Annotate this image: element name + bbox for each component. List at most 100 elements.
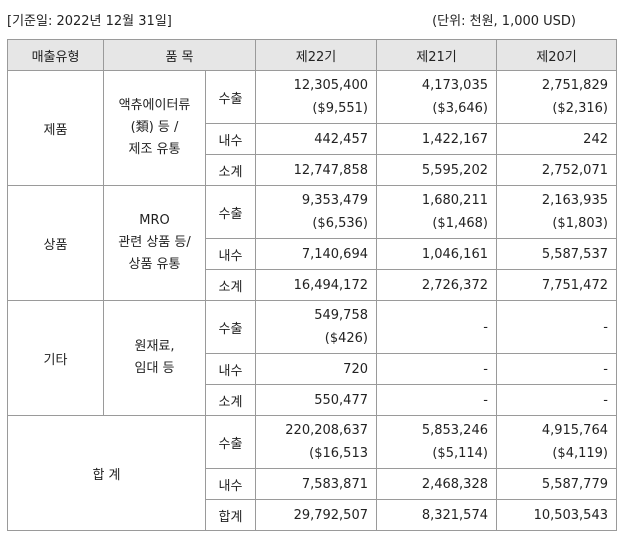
value-y20: 2,752,071 xyxy=(496,154,617,186)
value-y20: 5,587,537 xyxy=(496,238,617,270)
cell-line: 5,853,246 xyxy=(421,423,488,438)
cell-line: 7,140,694 xyxy=(301,246,368,262)
cell-line: 7,583,871 xyxy=(301,476,368,492)
cell-line: 1,680,211 xyxy=(421,193,488,208)
value-y20: 4,915,764 ($4,119) xyxy=(496,415,617,469)
row-label: 소계 xyxy=(205,154,256,186)
total-label: 합 계 xyxy=(7,415,206,531)
value-y22: 12,747,858 xyxy=(255,154,377,186)
cell-line: MRO xyxy=(139,213,170,228)
row-label: 수출 xyxy=(205,70,256,124)
cell-line: 12,305,400 xyxy=(293,78,368,93)
row-label: 합계 xyxy=(205,499,256,531)
cell-line: ($4,119) xyxy=(552,446,608,461)
item-cell: 원재료, 임대 등 xyxy=(103,300,206,416)
row-label: 소계 xyxy=(205,384,256,416)
value-y21: 1,046,161 xyxy=(376,238,497,270)
cell-line: 1,046,161 xyxy=(421,246,488,262)
row-label: 내수 xyxy=(205,123,256,155)
value-y20: 10,503,543 xyxy=(496,499,617,531)
cell-line: 5,595,202 xyxy=(421,162,488,178)
cell-line: 4,173,035 xyxy=(421,78,488,93)
cell-line: 2,726,372 xyxy=(421,277,488,293)
value-y20: 2,751,829 ($2,316) xyxy=(496,70,617,124)
value-y20: 242 xyxy=(496,123,617,155)
table-row: 상품 MRO 관련 상품 등/상품 유통 수출 9,353,479 ($6,536) 1,6… xyxy=(7,185,617,301)
cell-line: ($16,513 xyxy=(309,446,368,461)
item-cell: MRO 관련 상품 등/상품 유통 xyxy=(103,185,206,301)
value-y20: - xyxy=(496,300,617,354)
sales-table: 매출유형 품 목 제22기 제21기 제20기 제품 액츄에이터류 (類) 등 / 제… xyxy=(7,39,617,531)
value-y21: 5,595,202 xyxy=(376,154,497,186)
value-y21: 8,321,574 xyxy=(376,499,497,531)
basis-date: [기준일: 2022년 12월 31일] xyxy=(7,14,172,29)
cell-line: 5,587,779 xyxy=(541,476,608,492)
table-row: 내수 7,583,871 2,468,328 5,587,779 xyxy=(8,468,617,500)
table-row: 내수 442,457 1,422,167 242 xyxy=(8,123,617,155)
table-row: 합 계 수출 220,208,637 ($16,513 5,853,246 ($5,114… xyxy=(7,415,617,531)
value-y22: 16,494,172 xyxy=(255,269,377,301)
row-label: 수출 xyxy=(205,415,256,469)
cell-line: (類) 등 / xyxy=(130,120,179,135)
value-y20: - xyxy=(496,384,617,416)
value-y21: - xyxy=(376,353,497,385)
cell-line: 2,163,935 xyxy=(541,193,608,208)
cell-line: 9,353,479 xyxy=(301,193,368,208)
value-y22: 220,208,637 ($16,513 xyxy=(255,415,377,469)
value-y20: 2,163,935 ($1,803) xyxy=(496,185,617,239)
cell-line: 8,321,574 xyxy=(421,507,488,523)
value-y21: 2,468,328 xyxy=(376,468,497,500)
row-label: 내수 xyxy=(205,468,256,500)
header-row: 매출유형 품 목 제22기 제21기 제20기 xyxy=(7,39,617,71)
cell-line: 4,915,764 xyxy=(541,423,608,438)
cell-line: ($3,646) xyxy=(432,101,488,116)
cell-line: 2,752,071 xyxy=(541,162,608,178)
value-y22: 720 xyxy=(255,353,377,385)
cell-line: ($1,803) xyxy=(552,216,608,231)
cell-line: ($2,316) xyxy=(552,101,608,116)
value-y21: 5,853,246 ($5,114) xyxy=(376,415,497,469)
value-y21: 1,680,211 ($1,468) xyxy=(376,185,497,239)
cell-line: - xyxy=(483,319,488,335)
table-row: 제품 액츄에이터류 (類) 등 / 제조 유통 수출 12,305,400 ($9,551)… xyxy=(7,70,617,186)
cell-line: ($6,536) xyxy=(312,216,368,231)
row-label: 수출 xyxy=(205,185,256,239)
cell-line: 549,758 xyxy=(314,308,368,323)
cell-line: - xyxy=(483,361,488,377)
value-y22: 549,758 ($426) xyxy=(255,300,377,354)
cell-line: 상품 유통 xyxy=(128,257,181,272)
cell-line: 29,792,507 xyxy=(293,507,368,523)
cell-line: 2,751,829 xyxy=(541,78,608,93)
value-y20: - xyxy=(496,353,617,385)
cell-line: 제조 유통 xyxy=(128,142,181,157)
table-row: 소계 550,477 - - xyxy=(8,384,617,416)
cell-line: 550,477 xyxy=(314,392,368,408)
table-row: 내수 7,140,694 1,046,161 5,587,537 xyxy=(8,238,617,270)
value-y21: - xyxy=(376,300,497,354)
cell-line: 2,468,328 xyxy=(421,476,488,492)
row-label: 내수 xyxy=(205,353,256,385)
cell-line: 원재료, xyxy=(134,339,175,354)
cell-line: - xyxy=(603,319,608,335)
value-y22: 550,477 xyxy=(255,384,377,416)
col-header-y22: 제22기 xyxy=(255,39,377,71)
value-y20: 5,587,779 xyxy=(496,468,617,500)
cell-line: 16,494,172 xyxy=(293,277,368,293)
table-body: 제품 액츄에이터류 (類) 등 / 제조 유통 수출 12,305,400 ($9,551)… xyxy=(7,70,617,531)
cell-line: - xyxy=(603,361,608,377)
cell-line: 442,457 xyxy=(314,131,368,147)
item-cell: 액츄에이터류 (類) 등 / 제조 유통 xyxy=(103,70,206,186)
value-y22: 12,305,400 ($9,551) xyxy=(255,70,377,124)
cell-line: 720 xyxy=(343,361,368,377)
col-header-y20: 제20기 xyxy=(496,39,617,71)
cell-line: ($5,114) xyxy=(432,446,488,461)
cell-line: 1,422,167 xyxy=(421,131,488,147)
cell-line: 10,503,543 xyxy=(533,507,608,523)
table-row: 내수 720 - - xyxy=(8,353,617,385)
cell-line: 12,747,858 xyxy=(293,162,368,178)
cell-line: ($1,468) xyxy=(432,216,488,231)
value-y22: 442,457 xyxy=(255,123,377,155)
row-label: 수출 xyxy=(205,300,256,354)
cell-line: 액츄에이터류 xyxy=(118,98,191,113)
cell-line: - xyxy=(483,392,488,408)
